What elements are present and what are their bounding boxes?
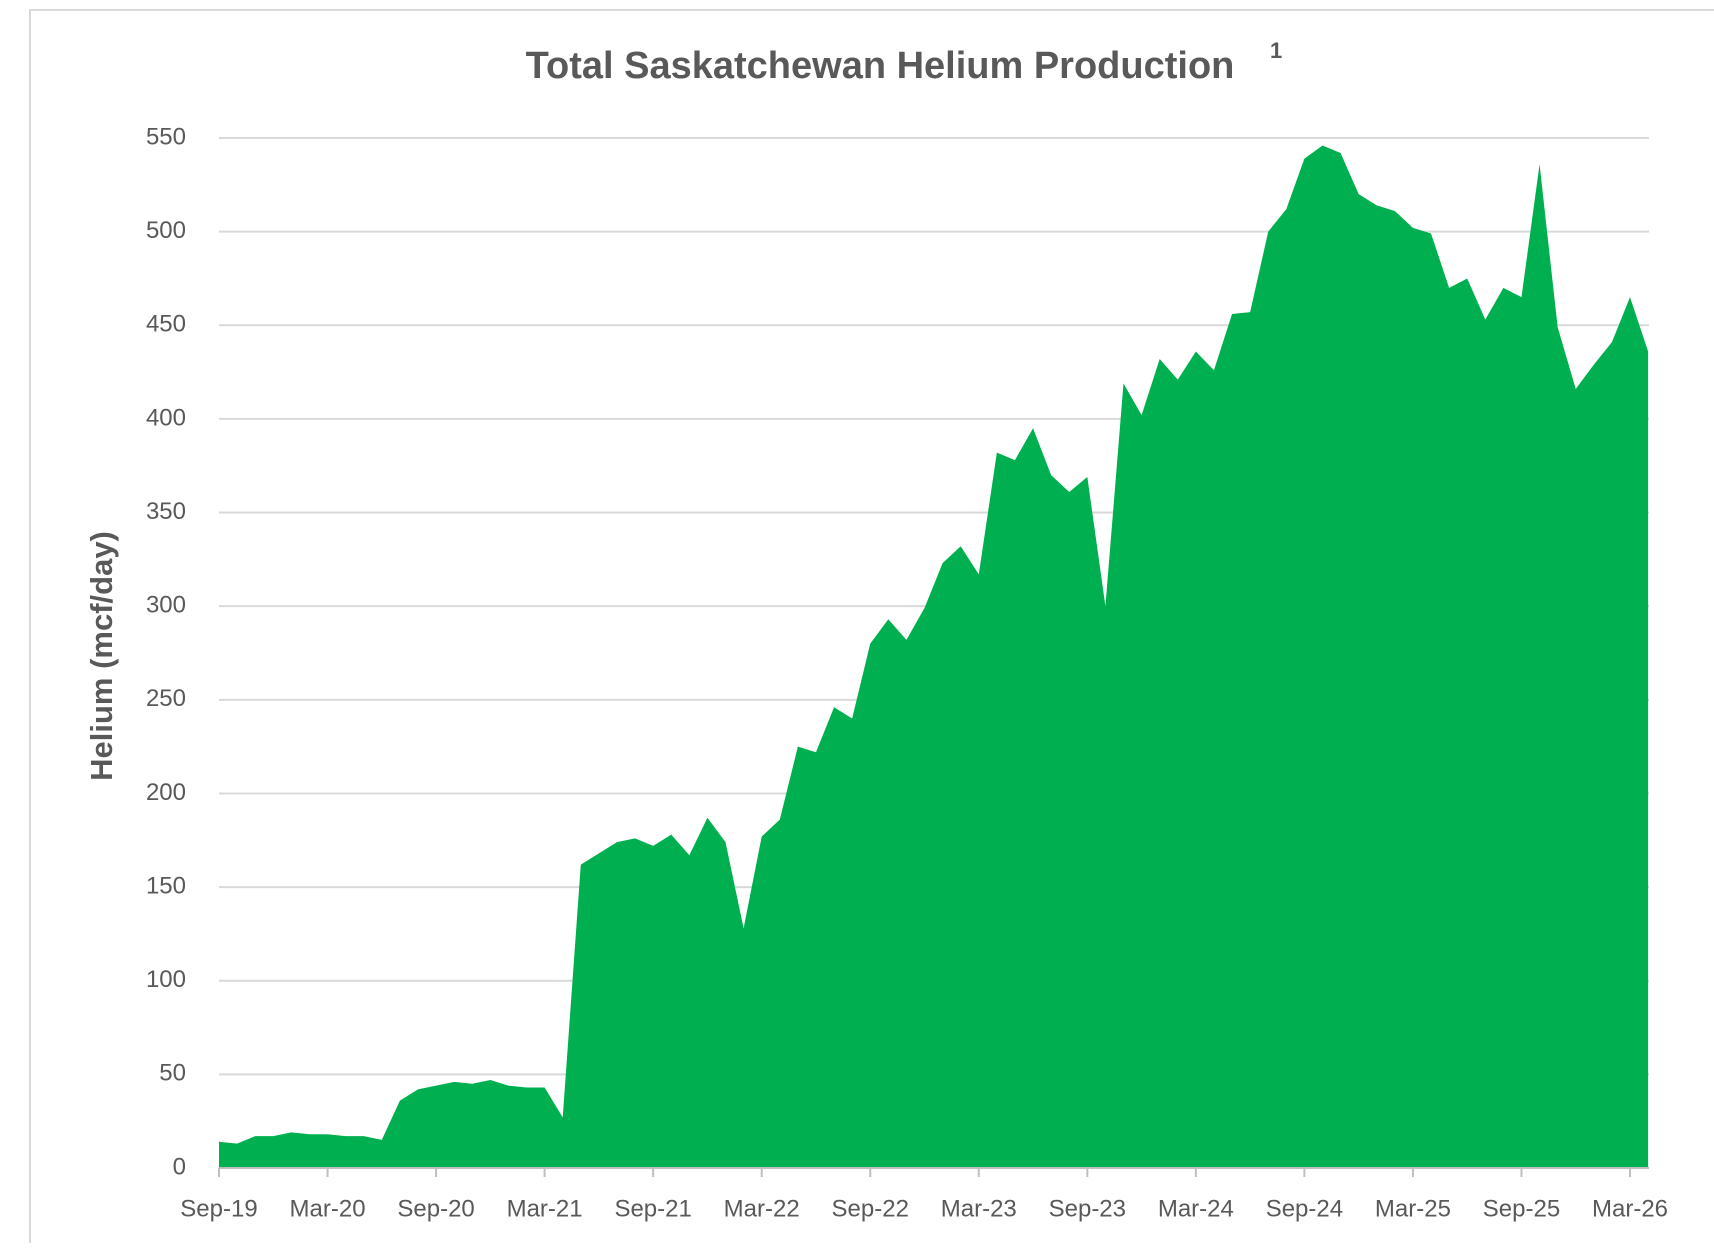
y-tick-label: 150	[146, 872, 186, 899]
x-tick-label: Mar-22	[724, 1195, 800, 1222]
y-tick-label: 450	[146, 311, 186, 338]
title-note: 1	[1270, 38, 1282, 63]
x-tick-label: Mar-21	[507, 1195, 583, 1222]
y-tick-label: 500	[146, 217, 186, 244]
y-tick-label: 100	[146, 966, 186, 993]
x-tick-label: Sep-23	[1049, 1195, 1126, 1222]
x-tick-label: Mar-24	[1158, 1195, 1234, 1222]
y-tick-label: 0	[173, 1153, 186, 1180]
x-tick-label: Mar-20	[290, 1195, 366, 1222]
x-tick-label: Sep-24	[1266, 1195, 1343, 1222]
x-tick-label: Sep-22	[832, 1195, 909, 1222]
x-tick-label: Mar-23	[941, 1195, 1017, 1222]
x-tick-label: Sep-25	[1483, 1195, 1560, 1222]
chart-title: Total Saskatchewan Helium Production	[526, 45, 1235, 87]
x-tick-label: Mar-25	[1375, 1195, 1451, 1222]
y-tick-label: 550	[146, 123, 186, 150]
y-tick-label: 400	[146, 404, 186, 431]
y-tick-label: 250	[146, 685, 186, 712]
y-tick-label: 350	[146, 498, 186, 525]
area	[219, 145, 1649, 1168]
y-tick-label: 300	[146, 592, 186, 619]
y-tick-label: 200	[146, 779, 186, 806]
y-tick-label: 50	[159, 1060, 186, 1087]
y-axis-label: Helium (mcf/day)	[84, 531, 119, 781]
x-tick-label: Sep-21	[614, 1195, 691, 1222]
x-tick-label: Sep-19	[180, 1195, 257, 1222]
x-tick-label: Sep-20	[397, 1195, 474, 1222]
x-tick-label: Mar-26	[1592, 1195, 1668, 1222]
